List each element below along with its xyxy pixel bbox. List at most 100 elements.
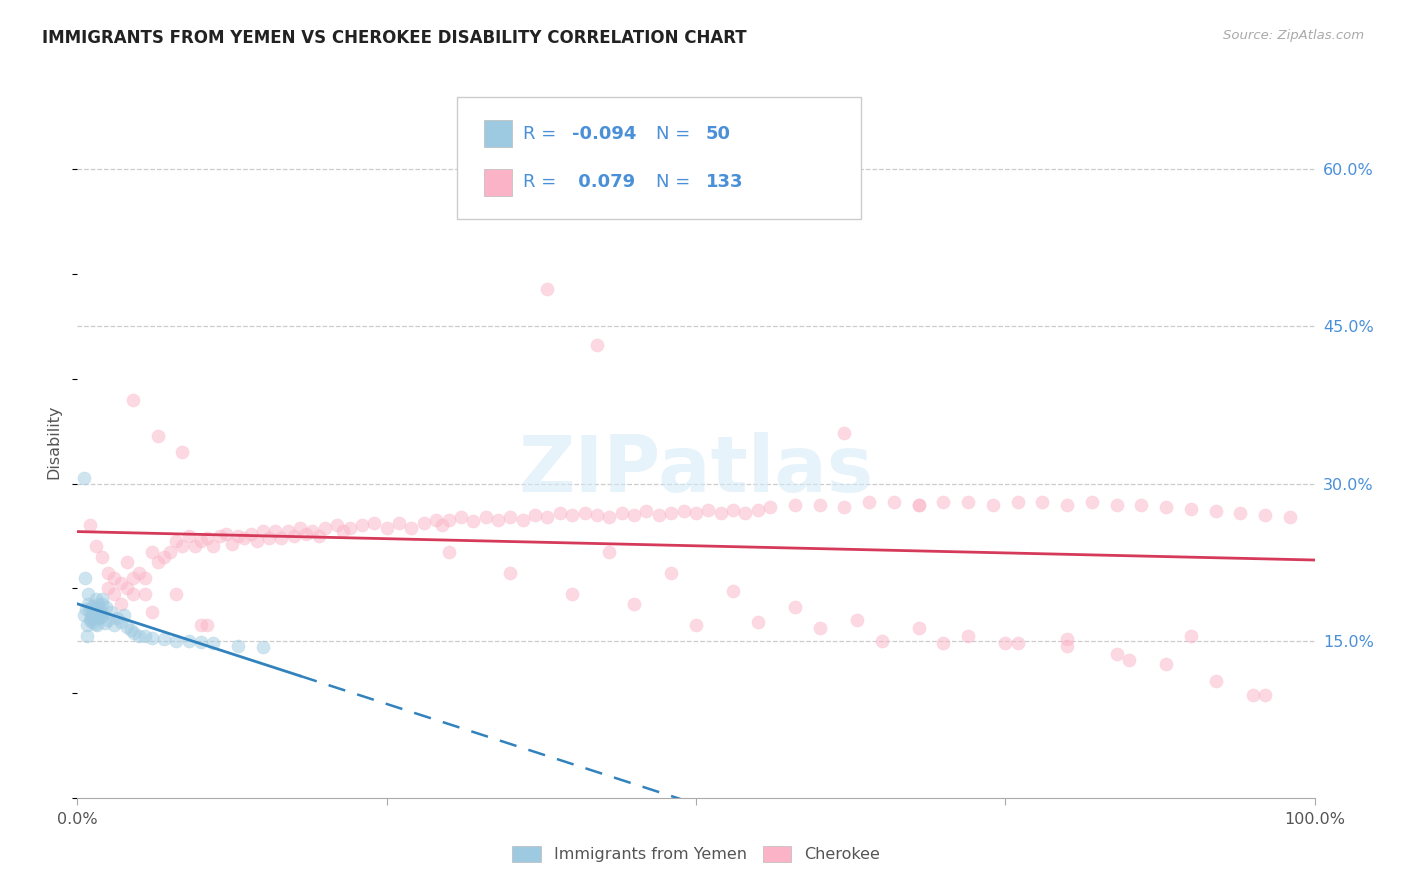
Point (332, 524, 354, 538)
Point (110, 576, 132, 591)
Point (907, 498, 929, 512)
Point (82, 600, 104, 615)
Point (586, 508, 609, 522)
Point (97, 566, 120, 580)
Point (76, 629, 98, 643)
Point (72, 607, 94, 622)
Point (82, 615, 104, 629)
Point (86, 607, 108, 622)
Text: ZIPatlas: ZIPatlas (519, 432, 873, 508)
Point (994, 636, 1017, 650)
Point (672, 504, 695, 518)
Point (226, 529, 249, 543)
Point (83, 608, 105, 623)
Point (598, 545, 620, 559)
Point (1154, 657, 1177, 671)
Point (659, 506, 682, 520)
Point (1118, 653, 1140, 667)
Point (72, 471, 94, 485)
Text: IMMIGRANTS FROM YEMEN VS CHEROKEE DISABILITY CORRELATION CHART: IMMIGRANTS FROM YEMEN VS CHEROKEE DISABI… (42, 29, 747, 46)
Point (100, 605, 122, 619)
Point (524, 508, 547, 522)
Point (246, 534, 269, 549)
Point (981, 498, 1004, 512)
Point (195, 618, 218, 632)
Point (103, 618, 125, 632)
Point (83, 617, 105, 632)
Point (91, 591, 114, 606)
Point (932, 636, 955, 650)
Point (1254, 689, 1277, 703)
Point (221, 537, 243, 551)
Point (110, 615, 132, 629)
Point (165, 587, 187, 601)
Point (84, 540, 107, 554)
Point (288, 520, 311, 534)
Point (190, 618, 212, 632)
Point (122, 571, 145, 585)
Point (77, 587, 100, 601)
Point (94, 600, 117, 615)
Point (308, 529, 330, 543)
Point (122, 392, 145, 407)
Point (834, 500, 856, 514)
Point (845, 613, 868, 627)
Point (79, 605, 101, 619)
Point (685, 618, 707, 632)
Point (190, 635, 212, 649)
Point (202, 636, 225, 650)
Point (215, 527, 238, 541)
Point (697, 502, 720, 516)
Point (437, 513, 460, 527)
Point (103, 587, 125, 601)
Point (659, 566, 682, 580)
Point (82, 599, 104, 614)
Point (486, 188, 509, 202)
Point (128, 629, 150, 643)
Point (153, 632, 176, 646)
Point (301, 524, 323, 538)
Point (1229, 506, 1251, 520)
Point (77, 597, 100, 611)
Y-axis label: Disability: Disability (46, 404, 62, 479)
Point (685, 506, 707, 520)
Point (84, 591, 107, 606)
Point (536, 282, 558, 296)
Point (86, 618, 108, 632)
Point (252, 524, 274, 538)
Point (412, 516, 434, 531)
Point (73, 571, 96, 585)
Point (264, 524, 287, 538)
Point (1105, 647, 1128, 661)
Point (1254, 508, 1277, 522)
Point (783, 498, 806, 512)
Point (93, 616, 115, 631)
Point (122, 587, 145, 601)
Point (734, 506, 756, 520)
Point (1007, 636, 1029, 650)
Point (120, 624, 142, 638)
Point (295, 527, 318, 541)
Point (89, 605, 111, 619)
Point (1130, 498, 1153, 512)
Point (80, 611, 103, 625)
Point (1031, 495, 1053, 509)
Text: 133: 133 (706, 173, 744, 191)
Text: Source: ZipAtlas.com: Source: ZipAtlas.com (1223, 29, 1364, 42)
Point (115, 620, 138, 634)
Point (437, 545, 460, 559)
Point (326, 518, 349, 533)
Point (907, 621, 929, 635)
Point (110, 597, 132, 611)
Point (134, 629, 156, 643)
Point (363, 516, 385, 531)
Point (134, 571, 156, 585)
Point (512, 513, 534, 527)
Point (1056, 632, 1078, 646)
Point (536, 510, 558, 524)
Point (1105, 498, 1128, 512)
Point (91, 597, 114, 611)
Point (907, 498, 929, 512)
Point (808, 621, 831, 635)
Point (1241, 689, 1264, 703)
